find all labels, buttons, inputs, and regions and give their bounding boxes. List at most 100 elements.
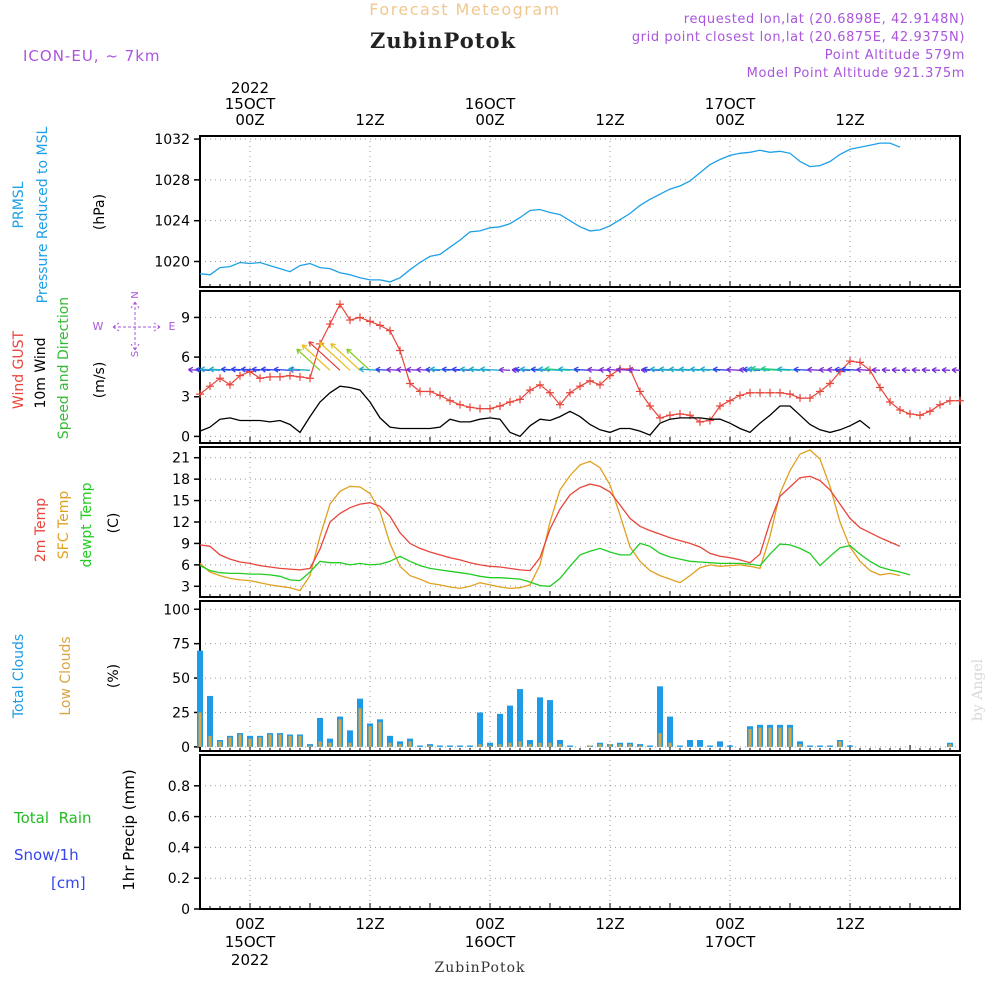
- gust-marker: [366, 317, 374, 326]
- y-tick-label: 0.2: [168, 871, 190, 887]
- gust-marker: [446, 396, 454, 405]
- wind-line: [199, 385, 871, 438]
- gust-marker: [956, 396, 964, 405]
- panel-frame: [199, 446, 961, 598]
- low-clouds-bar: [628, 744, 632, 747]
- low-clouds-bar: [278, 734, 282, 747]
- total-clouds-bar: [457, 745, 463, 747]
- compass-west: W: [93, 320, 104, 333]
- total-clouds-bar: [477, 712, 483, 747]
- top-time-label: 12Z: [355, 111, 384, 129]
- dewpt-temp-label: dewpt Temp: [79, 482, 95, 567]
- low-clouds-bar: [348, 742, 352, 747]
- total-clouds-bar: [677, 745, 683, 747]
- y-tick-label: 1032: [154, 132, 190, 148]
- y-tick-label: 0.4: [168, 840, 190, 856]
- wind-direction-arrow: [301, 344, 331, 371]
- wind-panel-labels: Wind GUST 10m Wind Speed and Direction (…: [11, 291, 176, 439]
- low-clouds-bar: [198, 712, 202, 747]
- gust-marker: [816, 387, 824, 396]
- total-clouds-bar: [827, 745, 833, 747]
- gust-marker: [336, 300, 344, 309]
- panel-frame: [199, 135, 961, 288]
- low-clouds-bar: [838, 741, 842, 747]
- low-clouds-bar: [318, 741, 322, 747]
- total-clouds-bar: [807, 745, 813, 747]
- compass-south: S: [130, 351, 141, 357]
- total-clouds-bar: [207, 695, 213, 747]
- gust-marker: [496, 401, 504, 410]
- top-time-label: 00Z: [715, 111, 744, 129]
- total-clouds-bar: [417, 745, 423, 747]
- low-clouds-bar: [308, 745, 312, 747]
- gust-marker: [516, 395, 524, 404]
- low-clouds-bar: [298, 735, 302, 747]
- model-label: ICON-EU, ~ 7km: [23, 47, 161, 65]
- temp2m-line: [199, 475, 901, 572]
- wind-direction-arrow: [891, 366, 901, 374]
- total-clouds-bar: [537, 697, 543, 747]
- total-clouds-bar: [447, 745, 453, 747]
- gust-marker: [856, 358, 864, 367]
- model-altitude: Model Point Altitude 921.375m: [747, 66, 965, 81]
- bottom-time-label: 12Z: [835, 915, 864, 933]
- pressure-unit: (hPa): [92, 194, 108, 230]
- total-clouds-bar: [527, 739, 533, 747]
- y-tick-label: 1028: [154, 173, 190, 189]
- y-tick-label: 12: [172, 515, 190, 531]
- total-clouds-bar: [467, 745, 473, 747]
- wind-direction-label: Speed and Direction: [56, 297, 72, 439]
- gust-marker: [426, 387, 434, 396]
- low-clouds-bar: [518, 741, 522, 747]
- wind-direction-arrow: [951, 366, 961, 374]
- y-tick-label: 0: [181, 902, 190, 918]
- gust-marker: [676, 409, 684, 418]
- total-clouds-bar: [697, 739, 703, 747]
- y-tick-label: 0.6: [168, 810, 190, 826]
- gust-marker: [536, 380, 544, 389]
- bottom-time-label: 17OCT: [705, 933, 756, 951]
- total-clouds-bar: [727, 745, 733, 747]
- total-clouds-bar: [687, 739, 693, 747]
- total-clouds-bar: [507, 705, 513, 747]
- closest-coords: grid point closest lon,lat (20.6875E, 42…: [632, 30, 965, 45]
- y-tick-label: 25: [172, 705, 190, 721]
- wind-direction-arrow: [941, 366, 951, 374]
- low-clouds-bar: [778, 727, 782, 747]
- gust-marker: [636, 387, 644, 396]
- total-clouds-bar: [387, 735, 393, 747]
- gust-marker: [586, 376, 594, 385]
- gust-line: [199, 302, 960, 423]
- temperature-panel: 3 6 9 12 15 18 21: [172, 446, 961, 598]
- low-clouds-bar: [508, 742, 512, 747]
- low-clouds-bar: [478, 744, 482, 747]
- low-clouds-bar: [228, 737, 232, 747]
- requested-coords: requested lon,lat (20.6898E, 42.9148N): [684, 12, 965, 27]
- watermark: by Angel: [970, 658, 986, 721]
- pressure-line: [199, 142, 901, 283]
- y-tick-label: 9: [181, 536, 190, 552]
- gust-marker: [666, 411, 674, 420]
- gust-marker: [916, 411, 924, 420]
- wind-direction-arrow: [628, 366, 641, 373]
- gust-marker: [346, 316, 354, 325]
- low-clouds-bar: [948, 744, 952, 747]
- wind-direction-arrow: [881, 366, 891, 374]
- sfc-temp-line: [199, 449, 901, 592]
- snow-label: Snow/1h: [14, 846, 79, 864]
- gust-marker: [706, 416, 714, 425]
- wind-direction-arrow: [726, 366, 741, 373]
- total-clouds-bar: [517, 689, 523, 747]
- y-tick-label: 6: [181, 558, 190, 574]
- gust-marker: [506, 398, 514, 407]
- low-clouds-bar: [288, 735, 292, 747]
- low-clouds-bar: [238, 734, 242, 747]
- gust-marker: [566, 388, 574, 397]
- bottom-time-label: 00Z: [715, 915, 744, 933]
- gust-marker: [326, 320, 334, 329]
- total-clouds-bar: [717, 741, 723, 747]
- compass-arrows: [112, 301, 161, 351]
- low-clouds-bar: [588, 745, 592, 747]
- bottom-time-label: 15OCT: [225, 933, 276, 951]
- wind-direction-arrow: [479, 366, 501, 373]
